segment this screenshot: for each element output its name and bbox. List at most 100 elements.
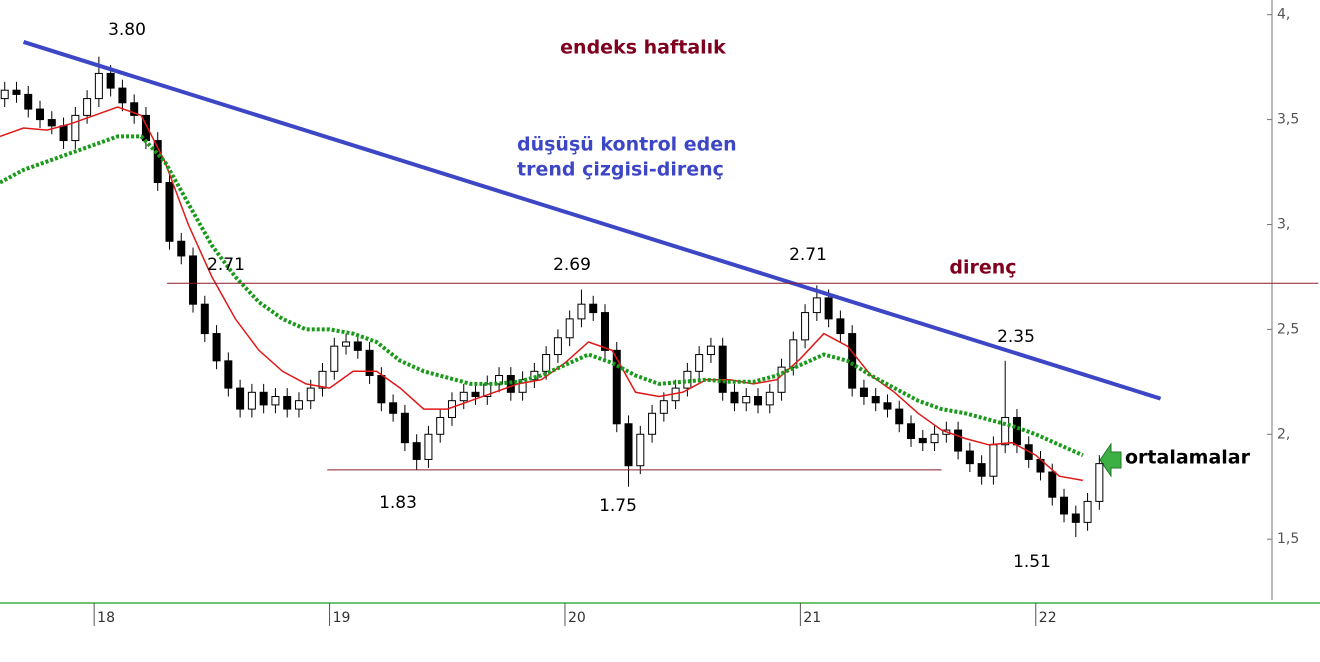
candle-body (412, 442, 421, 460)
candle-body (36, 108, 45, 121)
candle-body (1095, 463, 1104, 502)
candle-body (918, 437, 927, 444)
candle-body (636, 433, 645, 467)
candle-body (977, 463, 986, 477)
candle-body (130, 102, 139, 116)
candle-body (271, 396, 280, 406)
candle-body (859, 387, 868, 398)
annotation: ortalamalar (1125, 447, 1251, 469)
candle-body (965, 450, 974, 465)
candle-body (377, 375, 386, 404)
candle-body (777, 366, 786, 393)
annotation: trend çizgisi-direnç (517, 159, 724, 181)
candle-body (730, 391, 739, 404)
candle-body (789, 339, 798, 368)
candle-body (612, 349, 621, 425)
candle-body (424, 433, 433, 460)
candle-body (283, 396, 292, 410)
candle-body (224, 360, 233, 389)
annotation: 3.80 (108, 20, 146, 40)
candle-body (0, 89, 9, 100)
annotation: direnç (949, 257, 1016, 279)
arrow (1099, 442, 1122, 478)
candle-body (259, 391, 268, 406)
candle-body (94, 72, 103, 100)
candle-body (71, 114, 80, 142)
candle-body (247, 391, 256, 410)
x-tick-label: 19 (333, 610, 351, 626)
candle-body (589, 303, 598, 314)
y-tick-label: 2, (1277, 426, 1290, 442)
candle-body (236, 387, 245, 410)
candle-body (871, 396, 880, 404)
candle-body (754, 396, 763, 406)
annotation: 2.69 (553, 255, 591, 275)
candle-body (342, 341, 351, 347)
candle-body (1001, 416, 1010, 446)
candle-body (695, 354, 704, 372)
x-tick-label: 20 (568, 610, 586, 626)
annotation: 1.83 (379, 493, 417, 513)
candle-body (907, 423, 916, 439)
candle-body (318, 370, 327, 389)
y-tick-label: 3, (1277, 216, 1290, 232)
y-tick-label: 2,5 (1277, 321, 1299, 337)
candle-body (553, 337, 562, 356)
candle-body (306, 387, 315, 402)
candle-body (83, 98, 92, 116)
reference-line (22, 40, 1162, 401)
candle-body (577, 303, 586, 320)
moving-average (0, 106, 1084, 482)
candle-body (177, 240, 186, 257)
candle-body (600, 312, 609, 351)
chart-title: endeks haftalık (560, 37, 726, 59)
candle-body (24, 93, 33, 110)
candle-body (812, 297, 821, 314)
annotation: 2.71 (207, 255, 245, 275)
candle-body (895, 408, 904, 425)
candle-body (47, 119, 56, 127)
x-tick-label: 18 (97, 610, 115, 626)
candle-body (518, 379, 527, 393)
candle-body (165, 182, 174, 242)
candle-body (200, 303, 209, 335)
candle-body (742, 396, 751, 404)
candle-body (495, 375, 504, 385)
candle-body (542, 354, 551, 372)
candle-body (706, 345, 715, 356)
candle-body (648, 412, 657, 435)
candle-body (353, 341, 362, 351)
candle-body (459, 391, 468, 402)
annotation: 1.51 (1013, 552, 1051, 572)
candle-body (565, 318, 574, 339)
candle-body (1071, 513, 1080, 523)
candle-body (59, 125, 68, 142)
candle-body (801, 312, 810, 341)
moving-average (0, 134, 1084, 458)
candle-body (1083, 500, 1092, 523)
annotation: 2.35 (997, 327, 1035, 347)
candle-body (765, 391, 774, 406)
x-tick-label: 22 (1039, 610, 1057, 626)
y-tick-label: 3,5 (1277, 112, 1299, 128)
annotation: 1.75 (599, 496, 637, 516)
candle-body (718, 345, 727, 393)
candle-body (836, 318, 845, 335)
candle-body (436, 416, 445, 435)
candle-body (212, 333, 221, 362)
candle-body (989, 444, 998, 477)
candle-body (118, 87, 127, 104)
candle-body (189, 255, 198, 305)
candle-body (659, 400, 668, 414)
candle-body (106, 72, 115, 89)
candle-body (389, 402, 398, 414)
candle-body (153, 140, 162, 184)
candle-body (883, 402, 892, 410)
y-tick-label: 4, (1277, 7, 1290, 23)
y-tick-label: 1,5 (1277, 531, 1299, 547)
candle-body (294, 400, 303, 410)
candle-body (954, 429, 963, 452)
candle-body (930, 433, 939, 444)
x-tick-label: 21 (803, 610, 821, 626)
